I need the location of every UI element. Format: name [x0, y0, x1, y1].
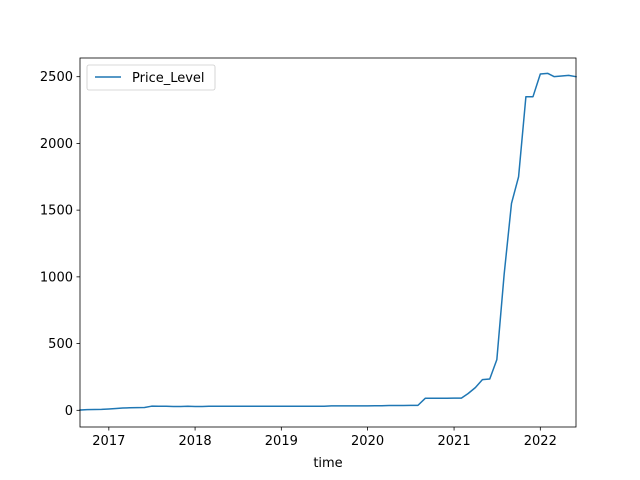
y-tick-label: 1000: [40, 270, 73, 285]
x-tick-label: 2017: [92, 434, 125, 449]
x-tick-label: 2021: [438, 434, 471, 449]
legend: Price_Level: [86, 64, 216, 91]
plot-area: [79, 72, 577, 411]
y-tick-label: 2500: [40, 70, 73, 85]
y-tick-label: 0: [65, 404, 73, 419]
x-tick-label: 2022: [524, 434, 557, 449]
axes-frame: [79, 57, 577, 428]
x-axis-title: time: [313, 456, 342, 471]
x-tick-label: 2020: [351, 434, 384, 449]
legend-label-price-level: Price_Level: [132, 71, 205, 86]
y-tick-label: 1500: [40, 204, 73, 219]
y-axis: 0 500 1000 1500 2000 2500: [40, 70, 80, 419]
series-line-price-level: [79, 72, 577, 411]
x-tick-label: 2018: [179, 434, 212, 449]
x-axis: 2017 2018 2019 2020 2021 2022: [92, 427, 557, 449]
legend-box: [86, 64, 216, 91]
y-tick-label: 2000: [40, 137, 73, 152]
y-tick-label: 500: [48, 337, 73, 352]
x-tick-label: 2019: [265, 434, 298, 449]
